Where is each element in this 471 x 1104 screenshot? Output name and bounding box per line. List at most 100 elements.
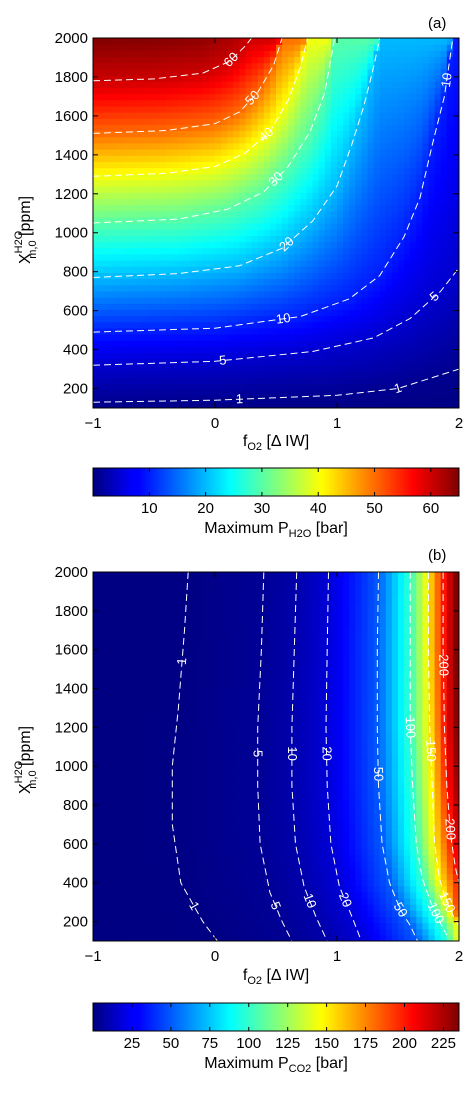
heatmap-cell: [294, 315, 301, 323]
heatmap-cell: [123, 81, 131, 88]
heatmap-cell: [172, 297, 179, 304]
heatmap-cell: [202, 762, 210, 770]
heatmap-cell: [221, 688, 228, 696]
heatmap-cell: [221, 334, 228, 341]
heatmap-cell: [147, 352, 155, 360]
heatmap-cell: [300, 210, 308, 218]
heatmap-cell: [190, 401, 198, 408]
heatmap-cell: [318, 136, 326, 144]
heatmap-cell: [385, 290, 393, 298]
heatmap-cell: [99, 578, 106, 585]
heatmap-cell: [141, 284, 149, 292]
heatmap-cell: [410, 346, 417, 354]
heatmap-cell: [208, 897, 216, 905]
heatmap-cell: [312, 99, 320, 107]
heatmap-cell: [105, 401, 112, 408]
heatmap-cell: [99, 633, 106, 641]
heatmap-cell: [343, 99, 350, 107]
heatmap-cell: [172, 799, 179, 807]
heatmap-cell: [172, 633, 179, 641]
heatmap-cell: [233, 272, 240, 280]
y-tick-label: 2000: [55, 30, 88, 47]
heatmap-cell: [190, 75, 198, 82]
heatmap-cell: [129, 774, 137, 782]
heatmap-cell: [208, 68, 216, 76]
heatmap-cell: [184, 142, 192, 150]
heatmap-cell: [227, 161, 234, 169]
heatmap-cell: [385, 179, 393, 187]
heatmap-cell: [422, 161, 430, 169]
heatmap-cell: [434, 87, 442, 95]
heatmap-cell: [410, 247, 417, 255]
heatmap-cell: [404, 303, 411, 310]
heatmap-cell: [93, 68, 100, 76]
heatmap-cell: [324, 130, 332, 138]
heatmap-cell: [129, 315, 137, 323]
heatmap-cell: [160, 707, 167, 715]
heatmap-cell: [147, 358, 155, 366]
heatmap-cell: [99, 805, 106, 813]
heatmap-cell: [117, 321, 125, 329]
heatmap-cell: [428, 340, 436, 347]
heatmap-cell: [105, 44, 112, 51]
heatmap-cell: [147, 639, 155, 647]
heatmap-cell: [343, 266, 350, 273]
heatmap-cell: [123, 639, 131, 647]
heatmap-cell: [154, 713, 161, 721]
heatmap-cell: [123, 136, 131, 144]
heatmap-cell: [135, 309, 143, 317]
heatmap-cell: [263, 272, 271, 280]
heatmap-cell: [111, 241, 118, 249]
heatmap-cell: [190, 615, 198, 622]
heatmap-cell: [288, 173, 295, 181]
heatmap-cell: [215, 781, 222, 788]
heatmap-cell: [135, 608, 143, 616]
heatmap-cell: [337, 81, 344, 88]
heatmap-cell: [434, 401, 442, 408]
heatmap-cell: [172, 75, 179, 82]
heatmap-cell: [202, 731, 210, 739]
heatmap-cell: [154, 707, 161, 715]
heatmap-cell: [123, 651, 131, 659]
heatmap-cell: [318, 173, 326, 181]
heatmap-cell: [349, 99, 356, 107]
heatmap-cell: [233, 62, 240, 70]
heatmap-cell: [135, 142, 143, 150]
heatmap-cell: [276, 352, 283, 360]
heatmap-cell: [221, 713, 228, 721]
heatmap-cell: [452, 198, 459, 206]
heatmap-cell: [391, 340, 399, 347]
heatmap-cell: [330, 334, 338, 341]
heatmap-cell: [105, 664, 112, 671]
heatmap-cell: [117, 149, 125, 156]
heatmap-cell: [306, 284, 314, 292]
heatmap-cell: [361, 303, 369, 310]
heatmap-cell: [129, 247, 137, 255]
heatmap-cell: [452, 155, 459, 162]
heatmap-cell: [294, 179, 301, 187]
heatmap-cell: [361, 75, 369, 82]
heatmap-cell: [117, 50, 125, 58]
heatmap-cell: [452, 167, 459, 175]
heatmap-cell: [135, 204, 143, 212]
heatmap-cell: [294, 352, 301, 360]
heatmap-cell: [215, 56, 222, 64]
heatmap-cell: [93, 321, 100, 329]
heatmap-cell: [147, 309, 155, 317]
heatmap-cell: [117, 818, 125, 825]
heatmap-cell: [141, 885, 149, 893]
heatmap-cell: [263, 179, 271, 187]
heatmap-cell: [135, 811, 143, 819]
heatmap-cell: [208, 861, 216, 868]
heatmap-cell: [129, 50, 137, 58]
heatmap-cell: [263, 297, 271, 304]
heatmap-cell: [422, 364, 430, 372]
heatmap-cell: [337, 389, 344, 397]
heatmap-cell: [154, 389, 161, 397]
heatmap-cell: [147, 155, 155, 162]
heatmap-cell: [318, 389, 326, 397]
heatmap-cell: [410, 99, 417, 107]
heatmap-cell: [160, 584, 167, 592]
heatmap-cell: [398, 297, 405, 304]
heatmap-cell: [373, 290, 381, 298]
